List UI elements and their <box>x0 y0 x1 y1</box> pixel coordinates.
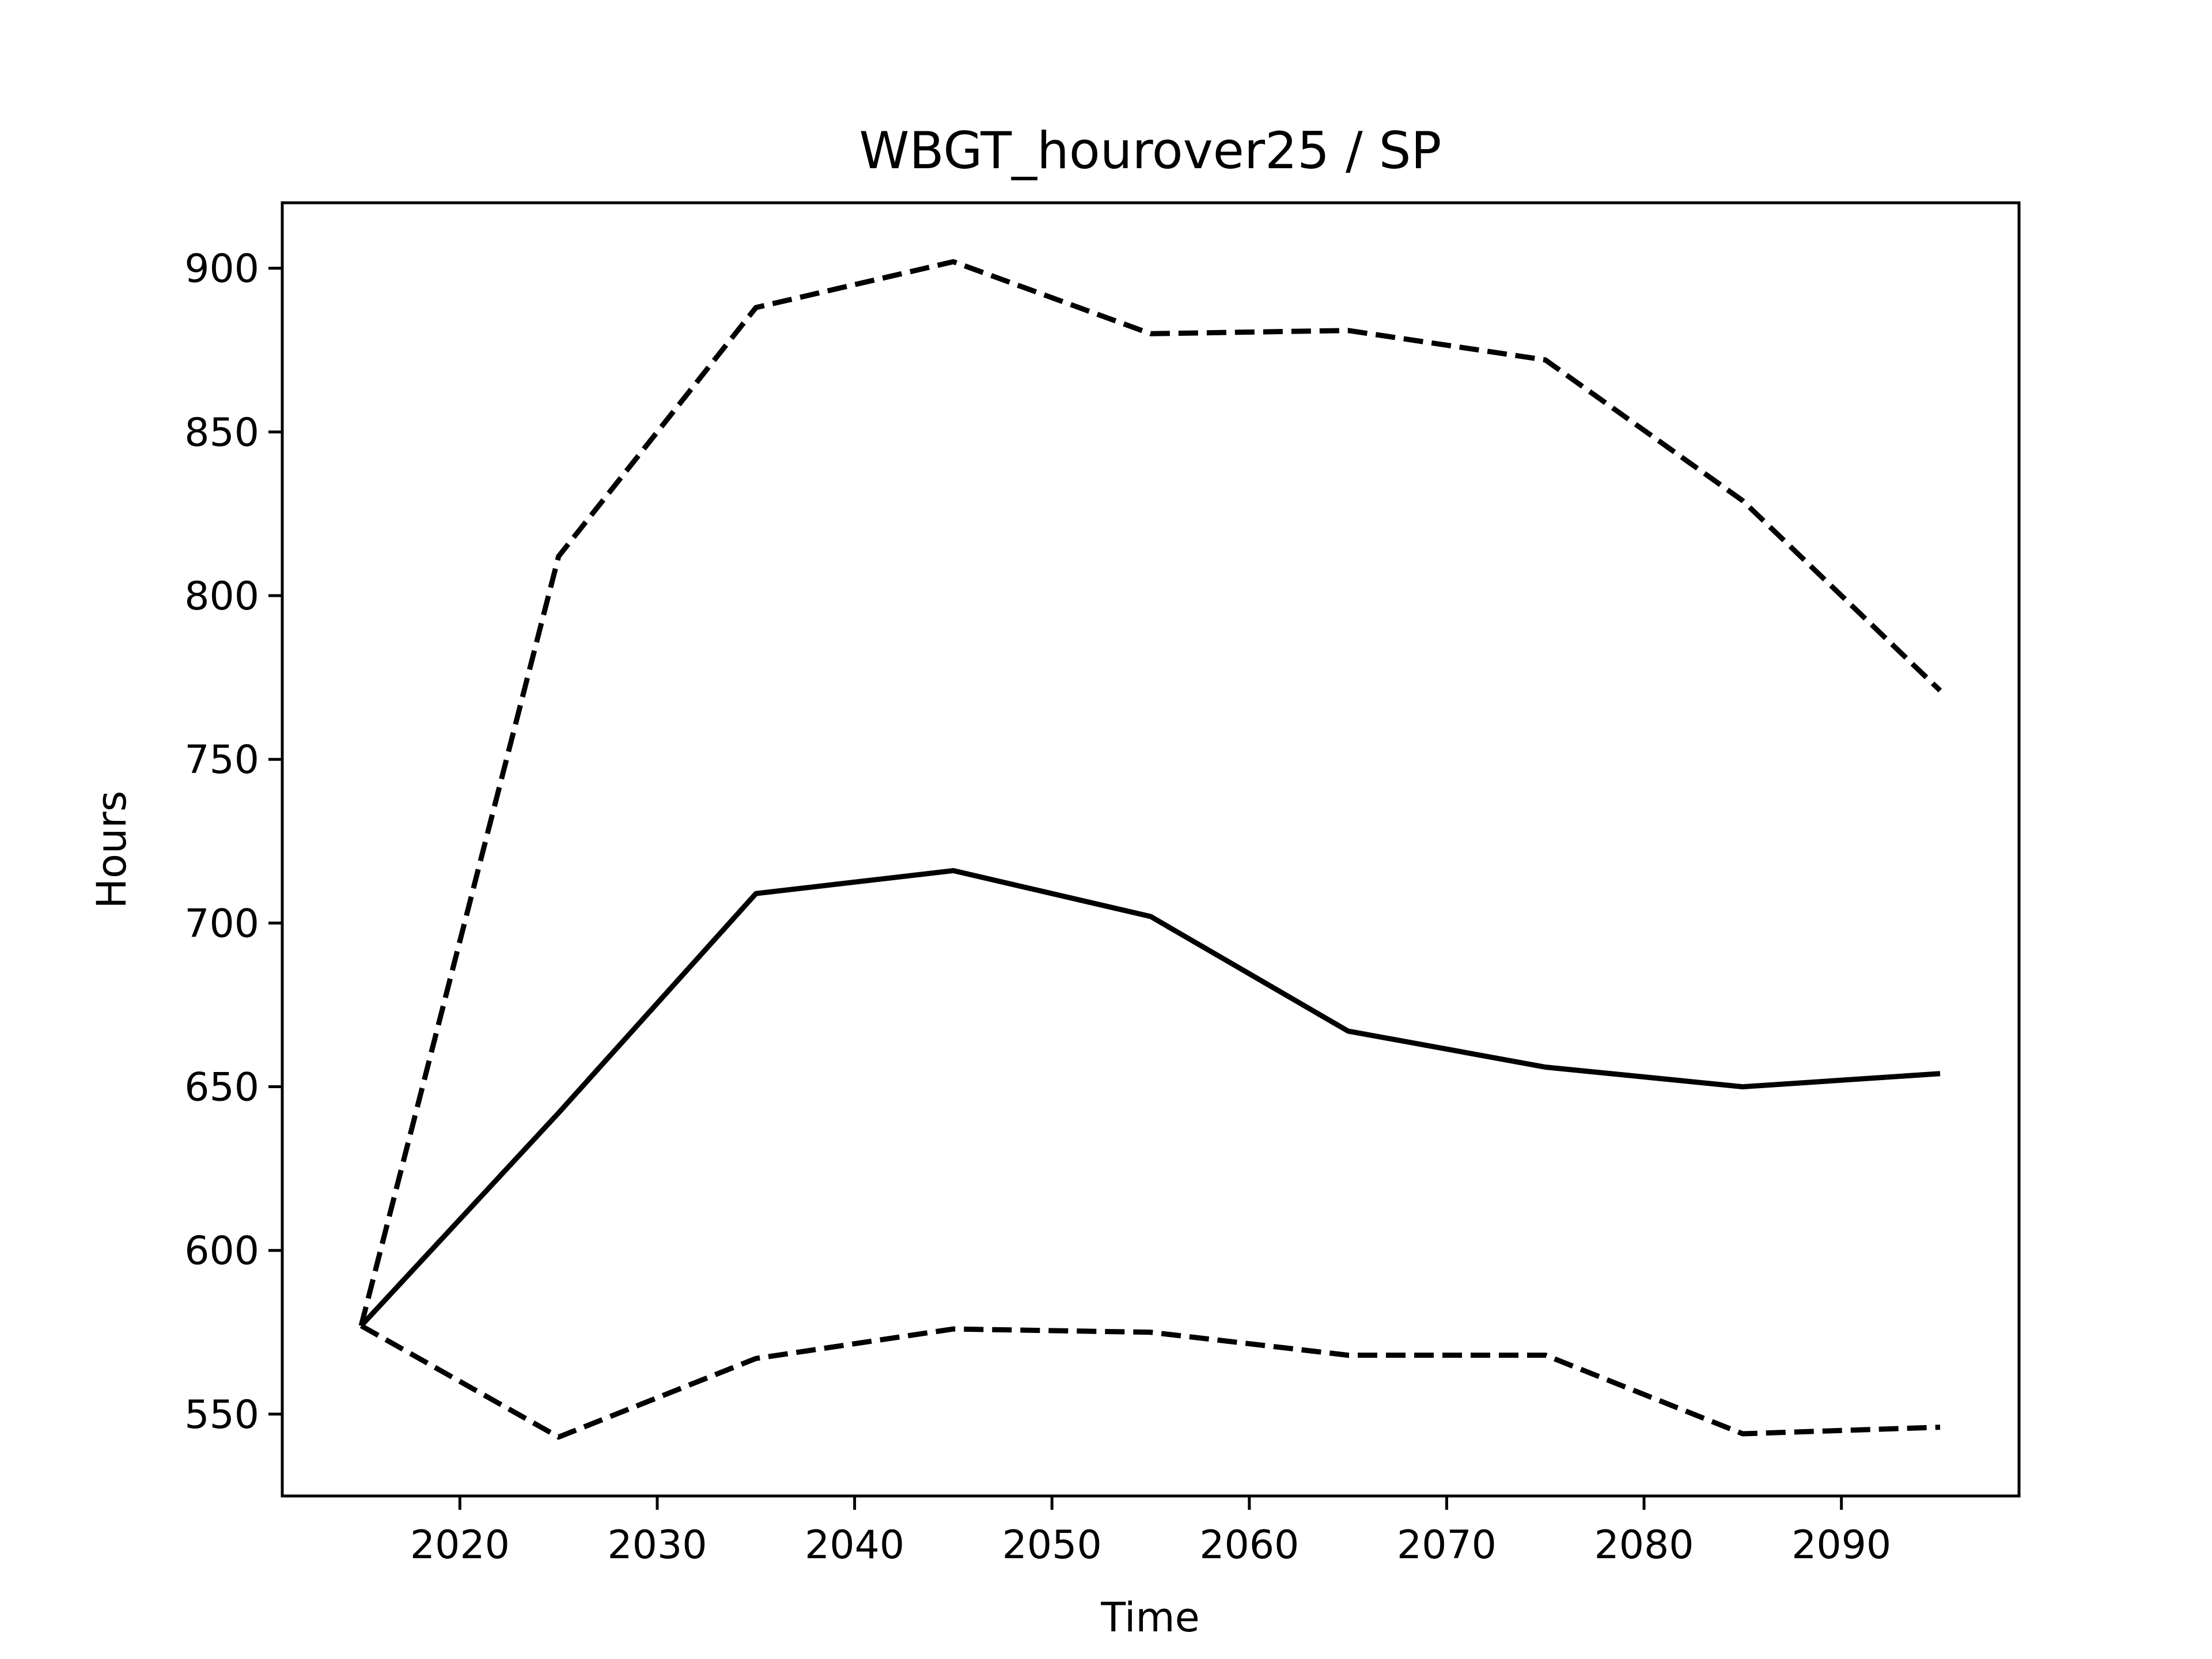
x-axis-ticks: 2020 2030 2040 2050 2060 2070 2080 2090 <box>410 1496 1891 1568</box>
x-tick-label: 2080 <box>1594 1522 1694 1568</box>
y-axis-title: Hours <box>88 790 135 908</box>
y-tick-label: 750 <box>184 737 259 783</box>
y-tick-label: 700 <box>184 901 259 946</box>
series-median-line <box>359 868 1941 1328</box>
y-tick-label: 850 <box>184 410 259 456</box>
x-tick-label: 2040 <box>805 1522 904 1568</box>
plot-frame <box>281 201 2021 1498</box>
y-tick-label: 900 <box>184 247 259 292</box>
x-tick-label: 2030 <box>607 1522 707 1568</box>
series-layer <box>358 259 1942 1440</box>
y-tick-label: 600 <box>184 1229 259 1274</box>
series-upper-bound-line <box>358 259 1942 1327</box>
y-tick-label: 550 <box>184 1392 259 1438</box>
y-tick-label: 800 <box>184 574 259 619</box>
x-tick-label: 2090 <box>1791 1522 1891 1568</box>
x-axis-title: Time <box>1100 1594 1199 1641</box>
y-tick-label: 650 <box>184 1065 259 1111</box>
series-lower-bound-line <box>359 1323 1941 1440</box>
x-tick-label: 2020 <box>410 1522 510 1568</box>
x-tick-label: 2060 <box>1199 1522 1299 1568</box>
y-axis-ticks: 550 600 650 700 750 800 850 900 <box>184 247 282 1438</box>
chart-title: WBGT_hourover25 / SP <box>859 121 1441 180</box>
x-tick-label: 2050 <box>1002 1522 1102 1568</box>
x-tick-label: 2070 <box>1397 1522 1497 1568</box>
